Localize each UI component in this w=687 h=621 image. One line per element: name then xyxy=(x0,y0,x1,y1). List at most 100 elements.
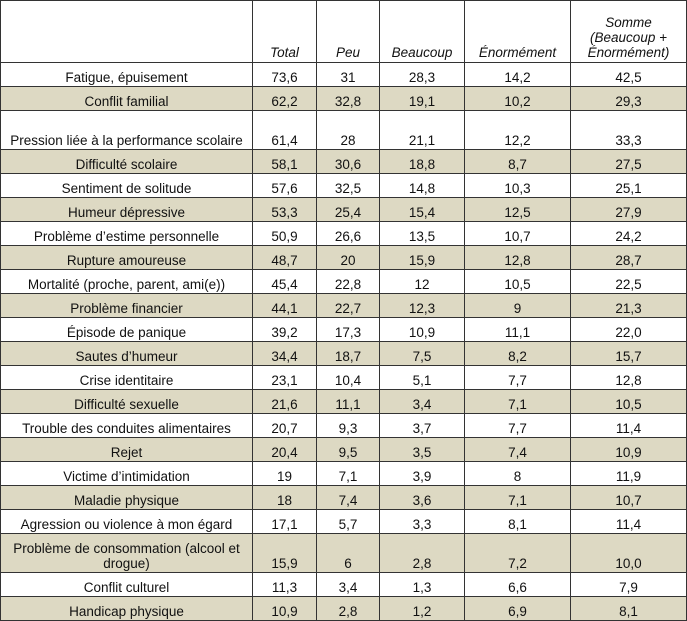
table-row: Crise identitaire 23,1 10,4 5,1 7,7 12,8 xyxy=(0,365,687,390)
cell-total: 48,7 xyxy=(252,245,317,270)
cell-somme: 11,9 xyxy=(570,461,687,486)
row-label: Fatigue, épuisement xyxy=(0,62,253,87)
table-row: Pression liée à la performance scolaire … xyxy=(0,110,687,150)
header-total: Total xyxy=(252,0,317,63)
cell-peu: 28 xyxy=(316,110,380,150)
cell-enormement: 6,6 xyxy=(464,572,571,597)
cell-beaucoup: 5,1 xyxy=(379,365,465,390)
cell-total: 73,6 xyxy=(252,62,317,87)
cell-enormement: 7,2 xyxy=(464,533,571,573)
header-empty xyxy=(0,0,253,63)
cell-enormement: 12,8 xyxy=(464,245,571,270)
cell-somme: 8,1 xyxy=(570,596,687,621)
cell-peu: 31 xyxy=(316,62,380,87)
cell-somme: 11,4 xyxy=(570,413,687,438)
cell-beaucoup: 3,7 xyxy=(379,413,465,438)
cell-peu: 9,3 xyxy=(316,413,380,438)
cell-somme: 33,3 xyxy=(570,110,687,150)
cell-enormement: 12,2 xyxy=(464,110,571,150)
cell-enormement: 14,2 xyxy=(464,62,571,87)
table-row: Mortalité (proche, parent, ami(e)) 45,4 … xyxy=(0,269,687,294)
table-row: Épisode de panique 39,2 17,3 10,9 11,1 2… xyxy=(0,317,687,342)
cell-total: 15,9 xyxy=(252,533,317,573)
cell-enormement: 7,1 xyxy=(464,485,571,510)
cell-peu: 11,1 xyxy=(316,389,380,414)
cell-total: 34,4 xyxy=(252,341,317,366)
table-row: Victime d’intimidation 19 7,1 3,9 8 11,9 xyxy=(0,461,687,486)
cell-total: 50,9 xyxy=(252,221,317,246)
cell-total: 58,1 xyxy=(252,149,317,174)
row-label: Mortalité (proche, parent, ami(e)) xyxy=(0,269,253,294)
table-row: Problème financier 44,1 22,7 12,3 9 21,3 xyxy=(0,293,687,318)
cell-enormement: 7,7 xyxy=(464,413,571,438)
cell-beaucoup: 1,3 xyxy=(379,572,465,597)
cell-peu: 25,4 xyxy=(316,197,380,222)
cell-total: 10,9 xyxy=(252,596,317,621)
row-label: Sentiment de solitude xyxy=(0,173,253,198)
cell-peu: 2,8 xyxy=(316,596,380,621)
cell-enormement: 6,9 xyxy=(464,596,571,621)
cell-somme: 21,3 xyxy=(570,293,687,318)
cell-peu: 20 xyxy=(316,245,380,270)
cell-total: 57,6 xyxy=(252,173,317,198)
cell-somme: 12,8 xyxy=(570,365,687,390)
row-label: Difficulté sexuelle xyxy=(0,389,253,414)
row-label: Agression ou violence à mon égard xyxy=(0,509,253,534)
cell-total: 44,1 xyxy=(252,293,317,318)
cell-beaucoup: 3,3 xyxy=(379,509,465,534)
cell-peu: 26,6 xyxy=(316,221,380,246)
header-row: Total Peu Beaucoup Énormément Somme (Bea… xyxy=(0,0,687,63)
row-label: Problème de consommation (alcool et drog… xyxy=(0,533,253,573)
cell-enormement: 9 xyxy=(464,293,571,318)
cell-somme: 24,2 xyxy=(570,221,687,246)
cell-peu: 10,4 xyxy=(316,365,380,390)
row-label: Épisode de panique xyxy=(0,317,253,342)
cell-somme: 27,5 xyxy=(570,149,687,174)
cell-somme: 25,1 xyxy=(570,173,687,198)
row-label: Handicap physique xyxy=(0,596,253,621)
table-row: Problème d’estime personnelle 50,9 26,6 … xyxy=(0,221,687,246)
cell-beaucoup: 3,4 xyxy=(379,389,465,414)
cell-total: 53,3 xyxy=(252,197,317,222)
cell-enormement: 7,4 xyxy=(464,437,571,462)
cell-total: 61,4 xyxy=(252,110,317,150)
cell-total: 62,2 xyxy=(252,86,317,111)
table-row: Conflit culturel 11,3 3,4 1,3 6,6 7,9 xyxy=(0,572,687,597)
cell-peu: 7,4 xyxy=(316,485,380,510)
table-row: Sautes d’humeur 34,4 18,7 7,5 8,2 15,7 xyxy=(0,341,687,366)
cell-total: 11,3 xyxy=(252,572,317,597)
table-row: Sentiment de solitude 57,6 32,5 14,8 10,… xyxy=(0,173,687,198)
table-row: Rupture amoureuse 48,7 20 15,9 12,8 28,7 xyxy=(0,245,687,270)
table-row: Rejet 20,4 9,5 3,5 7,4 10,9 xyxy=(0,437,687,462)
cell-peu: 32,8 xyxy=(316,86,380,111)
row-label: Crise identitaire xyxy=(0,365,253,390)
cell-peu: 32,5 xyxy=(316,173,380,198)
header-beaucoup: Beaucoup xyxy=(379,0,465,63)
cell-beaucoup: 14,8 xyxy=(379,173,465,198)
cell-peu: 18,7 xyxy=(316,341,380,366)
cell-total: 20,7 xyxy=(252,413,317,438)
cell-peu: 9,5 xyxy=(316,437,380,462)
cell-beaucoup: 1,2 xyxy=(379,596,465,621)
cell-total: 20,4 xyxy=(252,437,317,462)
header-enormement: Énormément xyxy=(464,0,571,63)
cell-peu: 5,7 xyxy=(316,509,380,534)
cell-somme: 10,5 xyxy=(570,389,687,414)
table-row: Trouble des conduites alimentaires 20,7 … xyxy=(0,413,687,438)
row-label: Conflit culturel xyxy=(0,572,253,597)
cell-enormement: 11,1 xyxy=(464,317,571,342)
cell-peu: 3,4 xyxy=(316,572,380,597)
cell-total: 19 xyxy=(252,461,317,486)
cell-peu: 30,6 xyxy=(316,149,380,174)
cell-somme: 10,7 xyxy=(570,485,687,510)
row-label: Sautes d’humeur xyxy=(0,341,253,366)
cell-enormement: 7,7 xyxy=(464,365,571,390)
cell-beaucoup: 28,3 xyxy=(379,62,465,87)
cell-total: 21,6 xyxy=(252,389,317,414)
table-row: Handicap physique 10,9 2,8 1,2 6,9 8,1 xyxy=(0,596,687,621)
cell-peu: 17,3 xyxy=(316,317,380,342)
cell-peu: 22,8 xyxy=(316,269,380,294)
row-label: Victime d’intimidation xyxy=(0,461,253,486)
cell-enormement: 12,5 xyxy=(464,197,571,222)
cell-enormement: 10,7 xyxy=(464,221,571,246)
